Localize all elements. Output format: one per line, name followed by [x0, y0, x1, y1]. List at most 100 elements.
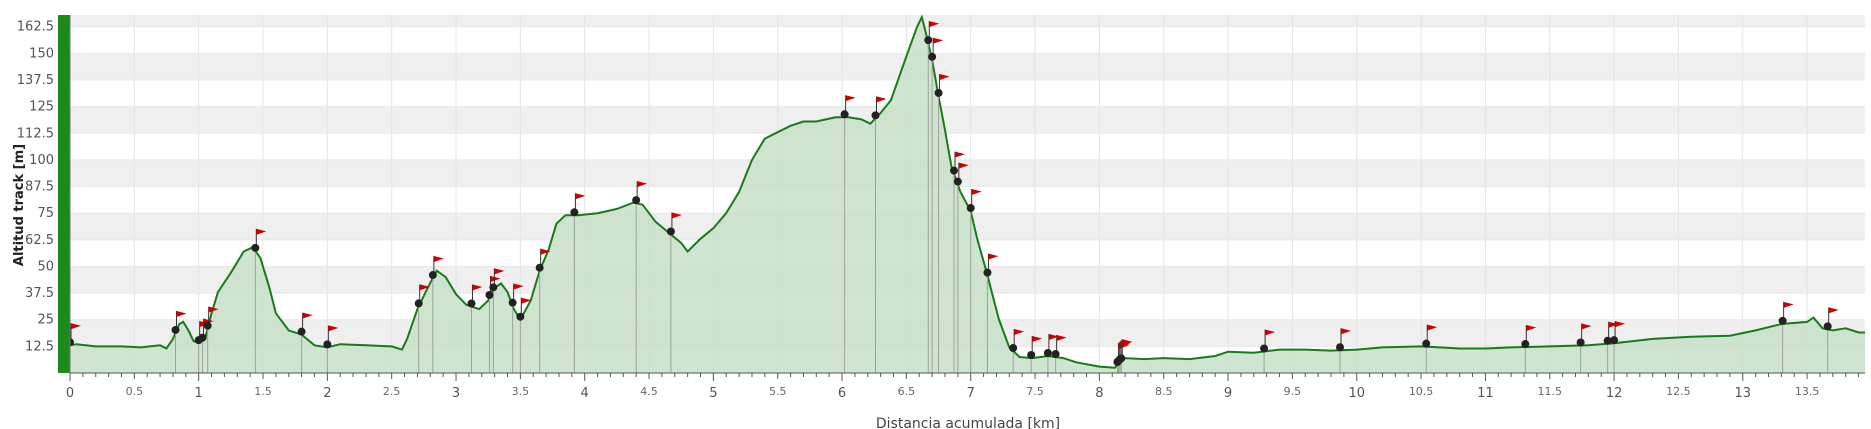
x-tick-label: 1.5	[254, 385, 272, 398]
waypoint-dot	[1260, 344, 1269, 353]
waypoint-markers	[66, 21, 1839, 367]
x-tick-label: 13	[1734, 386, 1751, 401]
waypoint-dot	[508, 298, 517, 307]
waypoint-flag-icon	[845, 95, 856, 102]
x-tick-label: 2	[323, 386, 331, 401]
waypoint-marker	[953, 162, 969, 186]
waypoint-dot	[414, 299, 423, 308]
waypoint-marker	[934, 73, 950, 97]
waypoint-dot	[1043, 348, 1052, 357]
waypoint-flag-icon	[939, 73, 950, 80]
y-tick-label: 62.5	[25, 233, 54, 248]
waypoint-dot	[171, 325, 180, 334]
waypoint-flag-icon	[637, 181, 648, 188]
waypoint-flag-icon	[1581, 323, 1592, 330]
waypoint-flag-icon	[256, 228, 267, 235]
waypoint-flag-icon	[671, 212, 682, 219]
waypoint-flag-icon	[71, 323, 81, 330]
waypoint-flag-icon	[929, 21, 940, 28]
waypoint-dot	[428, 271, 437, 280]
waypoint-flag-icon	[1122, 339, 1133, 346]
waypoint-marker	[323, 325, 339, 349]
waypoint-flag-icon	[1014, 329, 1025, 336]
waypoint-flag-icon	[988, 253, 999, 260]
grid-band	[70, 159, 1865, 187]
waypoint-marker	[840, 95, 856, 119]
waypoint-marker	[666, 212, 682, 236]
waypoint-flag-icon	[1828, 307, 1839, 314]
y-tick-label: 75	[37, 206, 54, 221]
x-tick-label: 6.5	[898, 385, 916, 398]
waypoint-flag-icon	[1341, 328, 1352, 335]
waypoint-marker	[949, 151, 965, 175]
waypoint-dot	[966, 204, 975, 213]
waypoint-flag-icon	[971, 189, 982, 196]
waypoint-marker	[203, 306, 219, 330]
y-tick-label: 137.5	[17, 73, 54, 88]
x-tick-label: 7.5	[1026, 385, 1044, 398]
waypoint-flag-icon	[1783, 301, 1794, 308]
waypoint-marker	[924, 21, 940, 45]
waypoint-marker	[1260, 329, 1276, 353]
waypoint-dot	[1009, 344, 1018, 353]
y-axis-bar	[58, 15, 70, 373]
waypoint-dot	[489, 283, 498, 292]
waypoint-dot	[1823, 322, 1832, 331]
waypoint-flag-icon	[1608, 321, 1619, 328]
waypoint-marker	[297, 312, 313, 336]
waypoint-flag-icon	[958, 162, 969, 169]
waypoint-dot	[949, 166, 958, 175]
grid-band	[70, 106, 1865, 134]
x-tick-label: 10.5	[1409, 385, 1434, 398]
x-tick-label: 9.5	[1284, 385, 1302, 398]
waypoint-marker	[171, 310, 187, 334]
waypoint-flag-icon	[1526, 325, 1537, 332]
waypoint-marker	[414, 284, 430, 308]
x-tick-label: 1	[195, 386, 203, 401]
waypoint-marker	[928, 37, 944, 61]
waypoint-dot	[485, 290, 494, 299]
waypoint-marker	[1610, 321, 1626, 345]
waypoint-marker	[1521, 325, 1537, 349]
waypoint-dot	[666, 227, 675, 236]
waypoint-marker	[516, 297, 532, 321]
waypoint-dot	[1603, 336, 1612, 345]
waypoint-dot	[1336, 343, 1345, 352]
waypoint-dot	[198, 333, 207, 342]
waypoint-marker	[1336, 328, 1352, 352]
waypoint-flag-icon	[1265, 329, 1276, 336]
waypoint-flag-icon	[876, 96, 887, 103]
x-tick-label: 2.5	[383, 385, 401, 398]
waypoint-marker	[1027, 335, 1043, 359]
y-axis: 12.5 25 37.5 50 62.5 75 87.5 100 112.5 125 137.5 15…	[17, 15, 71, 373]
y-tick-label: 162.5	[17, 20, 54, 35]
waypoint-marker	[485, 275, 501, 299]
waypoint-dot	[983, 268, 992, 277]
waypoint-flag-icon	[419, 284, 430, 291]
waypoint-marker	[1009, 329, 1025, 353]
waypoint-dot	[1422, 339, 1431, 348]
waypoint-flag-icon	[540, 248, 551, 255]
x-tick-label: 13.5	[1795, 385, 1820, 398]
waypoint-marker	[1117, 339, 1133, 363]
waypoint-dot	[1117, 354, 1126, 363]
y-tick-label: 125	[29, 100, 54, 115]
waypoint-flag-icon	[575, 193, 586, 200]
waypoint-dot	[251, 243, 260, 252]
y-tick-label: 12.5	[25, 339, 54, 354]
waypoint-marker	[1576, 323, 1592, 347]
waypoint-marker	[1043, 333, 1059, 357]
x-tick-label: 9	[1224, 386, 1232, 401]
waypoint-flag-icon	[933, 37, 944, 44]
waypoint-marker	[1778, 301, 1794, 325]
waypoint-flag-icon	[490, 275, 501, 282]
waypoint-marker	[489, 268, 505, 292]
waypoint-flag-icon	[472, 284, 483, 291]
waypoint-flag-icon	[176, 310, 187, 317]
y-tick-label: 50	[37, 259, 54, 274]
waypoint-dot	[840, 110, 849, 119]
waypoint-flag-icon	[328, 325, 339, 332]
waypoint-marker	[428, 256, 444, 280]
waypoint-marker	[632, 181, 648, 205]
